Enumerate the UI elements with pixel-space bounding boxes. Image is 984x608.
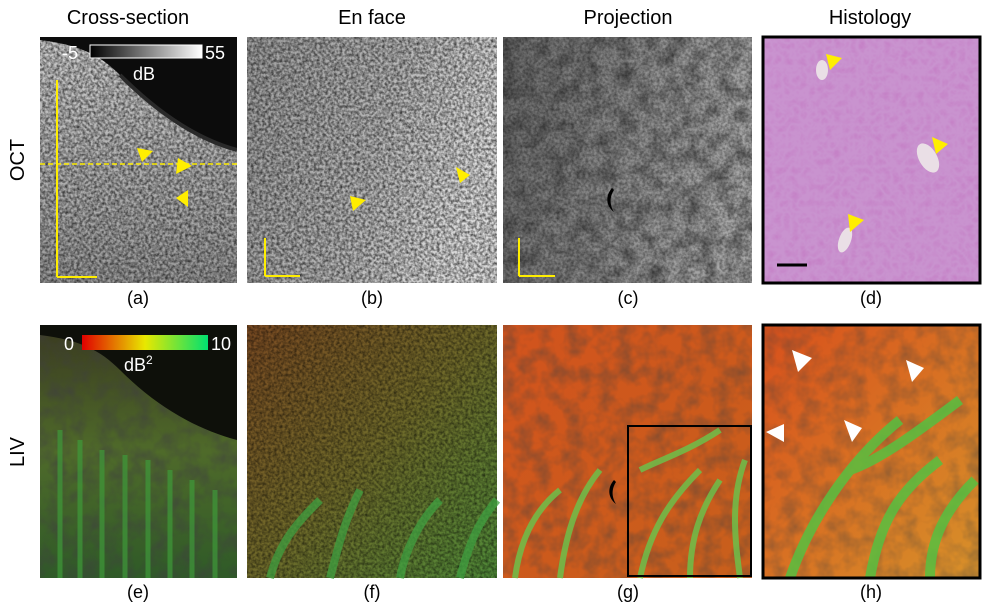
colorbar: [90, 45, 202, 58]
colorbar-min: -5: [62, 43, 78, 63]
figure: Cross-section En face Projection Histolo…: [0, 0, 984, 608]
liv-projection: [503, 325, 752, 578]
panel-label: (g): [617, 582, 639, 602]
liv-zoom: [763, 325, 980, 578]
panel-label: (b): [361, 288, 383, 308]
oct-en-face: [247, 37, 497, 283]
colorbar: [82, 335, 208, 350]
column-header: Histology: [829, 7, 911, 29]
panel-label: (c): [618, 288, 639, 308]
column-header: Projection: [584, 7, 673, 29]
panel-label: (a): [127, 288, 149, 308]
panel-label: (f): [364, 582, 381, 602]
panel-label: (e): [127, 582, 149, 602]
row-label: LIV: [7, 436, 29, 467]
column-header: Cross-section: [67, 7, 189, 29]
oct-projection: [503, 37, 752, 283]
colorbar-unit: dB: [133, 64, 155, 84]
liv-en-face: [247, 325, 497, 578]
colorbar-unit-superscript: 2: [146, 353, 153, 367]
figure-canvas: Cross-section En face Projection Histolo…: [0, 0, 984, 608]
histology: [763, 37, 980, 283]
row-label: OCT: [7, 139, 29, 181]
colorbar-max: 10: [211, 334, 231, 354]
colorbar-unit-text: dB: [124, 355, 146, 375]
column-header: En face: [338, 7, 406, 29]
panel-label: (d): [860, 288, 882, 308]
colorbar-max: 55: [205, 43, 225, 63]
panel-label: (h): [860, 582, 882, 602]
colorbar-min: 0: [64, 334, 74, 354]
